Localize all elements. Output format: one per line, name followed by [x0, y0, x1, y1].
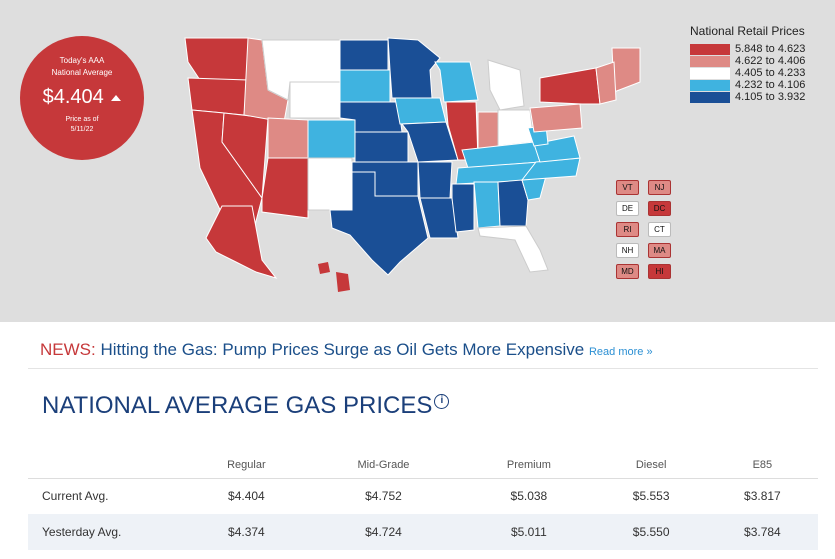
national-average-value: $4.404	[42, 86, 104, 108]
small-state-nj[interactable]: NJ	[648, 180, 671, 195]
price-as-of-label: Price as of	[65, 116, 99, 123]
triangle-up-icon	[111, 94, 122, 101]
small-states-key: VT NJ DE DC RI CT NH MA MD HI	[616, 180, 678, 284]
legend-item: 4.105 to 3.932	[680, 91, 830, 103]
table-row: Yesterday Avg. $4.374 $4.724 $5.011 $5.5…	[28, 514, 818, 550]
state-ak[interactable]	[205, 205, 278, 279]
news-banner: NEWS: Hitting the Gas: Pump Prices Surge…	[40, 340, 653, 360]
state-ms[interactable]	[451, 183, 475, 233]
column-header: Regular	[227, 458, 266, 471]
column-header	[28, 452, 188, 478]
state-wi[interactable]	[434, 61, 479, 103]
state-ny[interactable]	[539, 67, 601, 105]
column-header: Diesel	[635, 458, 667, 471]
small-state-vt[interactable]: VT	[616, 180, 639, 195]
price-cell: $3.817	[744, 489, 781, 504]
state-tx[interactable]	[329, 171, 429, 276]
state-pa[interactable]	[529, 103, 583, 133]
price-cell: $3.784	[744, 525, 781, 539]
read-more-link[interactable]: Read more »	[588, 346, 653, 358]
news-label: NEWS:	[40, 340, 96, 359]
price-map-panel: Today's AAA National Average $4.404 Pric…	[0, 0, 835, 322]
small-state-md[interactable]: MD	[616, 264, 639, 279]
badge-line1: Today's AAA	[59, 56, 105, 65]
small-state-ma[interactable]: MA	[648, 243, 671, 258]
state-sd[interactable]	[339, 69, 391, 103]
legend-item: 4.232 to 4.106	[680, 79, 830, 91]
state-wy[interactable]	[289, 81, 341, 119]
news-headline-link[interactable]: Hitting the Gas: Pump Prices Surge as Oi…	[100, 340, 585, 359]
price-date: 5/11/22	[70, 126, 94, 133]
national-average-price: $4.404	[20, 86, 144, 109]
legend-swatch	[690, 79, 730, 91]
state-or[interactable]	[187, 77, 249, 116]
badge-line2: National Average	[51, 68, 113, 77]
legend-swatch	[690, 67, 730, 79]
column-header: E85	[752, 458, 773, 471]
state-me[interactable]	[611, 47, 641, 93]
row-label: Current Avg.	[42, 489, 109, 504]
row-label: Yesterday Avg.	[42, 525, 122, 539]
legend-range: 5.848 to 4.623	[735, 43, 806, 55]
column-header: Premium	[506, 458, 551, 471]
state-mo[interactable]	[401, 121, 459, 163]
legend-item: 4.405 to 4.233	[680, 67, 830, 79]
state-ks[interactable]	[354, 131, 409, 163]
legend-title: National Retail Prices	[690, 24, 805, 38]
state-az[interactable]	[261, 157, 309, 219]
national-average-badge: Today's AAA National Average $4.404 Pric…	[20, 36, 144, 160]
legend-item: 4.622 to 4.406	[680, 55, 830, 67]
state-fl[interactable]	[477, 225, 549, 273]
small-state-ct[interactable]: CT	[648, 222, 671, 237]
state-nd[interactable]	[339, 39, 389, 71]
table-row: Current Avg. $4.404 $4.752 $5.038 $5.553…	[28, 478, 818, 514]
table-header-row: Regular Mid-Grade Premium Diesel E85	[28, 452, 818, 478]
state-new-england[interactable]	[595, 61, 617, 105]
state-ar[interactable]	[417, 161, 453, 199]
state-co[interactable]	[307, 119, 356, 159]
price-legend: National Retail Prices 5.848 to 4.623 4.6…	[680, 24, 830, 103]
small-state-ri[interactable]: RI	[616, 222, 639, 237]
section-title: NATIONAL AVERAGE GAS PRICES i	[42, 392, 450, 420]
price-cell: $4.404	[228, 489, 265, 504]
small-state-hi[interactable]: HI	[648, 264, 671, 279]
small-state-de[interactable]: DE	[616, 201, 639, 216]
state-wa[interactable]	[184, 37, 249, 81]
legend-range: 4.622 to 4.406	[735, 55, 806, 67]
divider	[28, 368, 818, 369]
state-hi-2	[336, 272, 350, 292]
legend-swatch	[690, 91, 730, 103]
state-ut[interactable]	[267, 117, 309, 159]
price-cell: $4.374	[228, 525, 265, 539]
price-cell: $5.038	[510, 489, 548, 504]
legend-swatch	[690, 43, 730, 55]
price-cell: $4.724	[365, 525, 402, 539]
price-cell: $5.553	[632, 489, 670, 504]
section-title-text: NATIONAL AVERAGE GAS PRICES	[42, 392, 433, 419]
legend-range: 4.105 to 3.932	[735, 91, 806, 103]
gas-price-table: Regular Mid-Grade Premium Diesel E85 Cur…	[28, 452, 818, 550]
state-al[interactable]	[473, 181, 501, 229]
state-ia[interactable]	[394, 97, 447, 125]
legend-swatch	[690, 55, 730, 67]
state-mn[interactable]	[387, 37, 441, 99]
small-state-dc[interactable]: DC	[648, 201, 671, 216]
state-la[interactable]	[419, 197, 459, 239]
state-mi[interactable]	[487, 59, 525, 111]
state-nm[interactable]	[307, 157, 353, 211]
us-price-map[interactable]	[0, 0, 835, 322]
price-cell: $5.011	[510, 525, 547, 539]
state-hi[interactable]	[318, 262, 330, 274]
price-cell: $5.550	[632, 525, 670, 539]
legend-range: 4.232 to 4.106	[735, 79, 806, 91]
legend-range: 4.405 to 4.233	[735, 67, 806, 79]
info-icon[interactable]: i	[434, 394, 450, 409]
price-cell: $4.752	[365, 489, 402, 504]
column-header: Mid-Grade	[357, 458, 410, 471]
small-state-nh[interactable]: NH	[616, 243, 639, 258]
state-ga[interactable]	[497, 179, 529, 227]
legend-item: 5.848 to 4.623	[680, 43, 830, 55]
